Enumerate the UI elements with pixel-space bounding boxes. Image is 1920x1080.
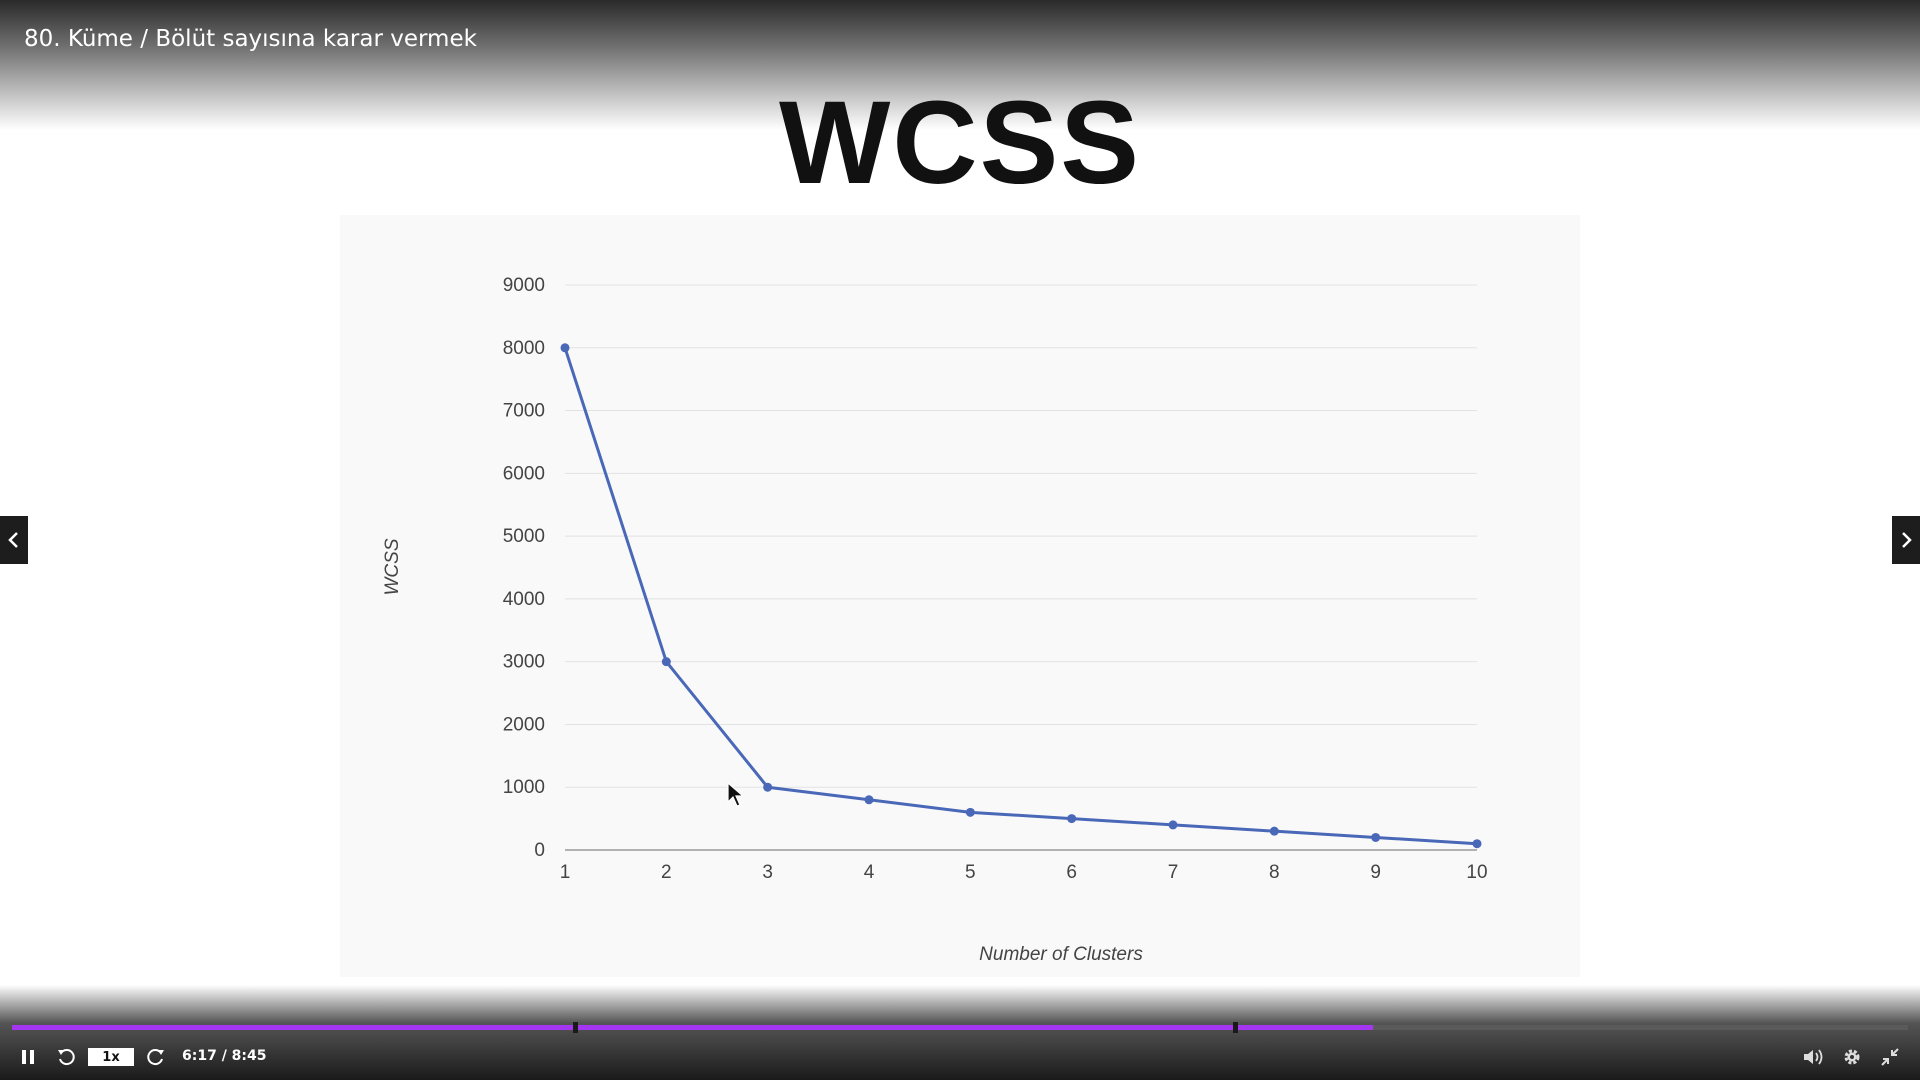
data-point bbox=[1371, 832, 1381, 842]
x-tick-label: 5 bbox=[965, 862, 976, 883]
data-point bbox=[1168, 820, 1178, 830]
time-display: 6:17 / 8:45 bbox=[182, 1048, 267, 1064]
chevron-right-icon bbox=[1902, 532, 1912, 548]
series-line bbox=[563, 347, 1478, 846]
rewind-icon bbox=[58, 1049, 75, 1066]
volume-icon bbox=[1804, 1049, 1823, 1065]
x-tick-label: 1 bbox=[560, 862, 571, 883]
forward-icon bbox=[147, 1049, 164, 1066]
chart-panel: 0 1000 2000 3000 4000 5000 6000 7000 8000 9000 1 2 3… bbox=[340, 215, 1580, 977]
y-tick-label: 2000 bbox=[503, 714, 545, 735]
volume-button[interactable] bbox=[1800, 1040, 1828, 1074]
previous-lecture-button[interactable] bbox=[0, 516, 28, 564]
y-tick-label: 4000 bbox=[503, 589, 545, 610]
y-tick-label: 1000 bbox=[503, 777, 545, 798]
progress-bar[interactable] bbox=[12, 1022, 1908, 1033]
x-tick-label: 7 bbox=[1168, 862, 1179, 883]
y-axis-label: WCSS bbox=[382, 538, 403, 595]
playback-speed-button[interactable]: 1x bbox=[88, 1048, 134, 1066]
x-tick-label: 10 bbox=[1466, 862, 1487, 883]
top-overlay bbox=[0, 0, 1920, 130]
y-tick-label: 3000 bbox=[503, 652, 545, 673]
y-tick-label: 5000 bbox=[503, 526, 545, 547]
slide-heading: WCSS bbox=[779, 77, 1141, 209]
exit-fullscreen-icon bbox=[1881, 1048, 1899, 1066]
x-tick-label: 2 bbox=[661, 862, 672, 883]
data-point bbox=[763, 782, 773, 792]
chapter-marker[interactable] bbox=[1232, 1022, 1238, 1033]
y-tick-label: 7000 bbox=[503, 401, 545, 422]
data-point bbox=[1067, 814, 1077, 824]
x-axis-label: Number of Clusters bbox=[979, 944, 1143, 965]
y-tick-label: 8000 bbox=[503, 338, 545, 359]
x-tick-label: 8 bbox=[1269, 862, 1280, 883]
pause-button[interactable] bbox=[14, 1040, 42, 1074]
y-tick-label: 9000 bbox=[503, 275, 545, 296]
data-point bbox=[560, 343, 570, 353]
settings-button[interactable] bbox=[1838, 1040, 1866, 1074]
next-lecture-button[interactable] bbox=[1892, 516, 1920, 564]
progress-fill bbox=[12, 1025, 1374, 1030]
y-tick-label: 0 bbox=[534, 840, 545, 861]
player-controls: 1x 6:17 / 8:45 bbox=[0, 1040, 1920, 1074]
rewind-button[interactable] bbox=[52, 1040, 80, 1074]
forward-button[interactable] bbox=[142, 1040, 170, 1074]
mouse-cursor-icon bbox=[727, 782, 745, 807]
data-point bbox=[661, 657, 671, 667]
data-point bbox=[1269, 826, 1279, 836]
video-title: 80. Küme / Bölüt sayısına karar vermek bbox=[24, 26, 477, 52]
exit-fullscreen-button[interactable] bbox=[1876, 1040, 1904, 1074]
x-tick-label: 9 bbox=[1370, 862, 1381, 883]
y-tick-label: 6000 bbox=[503, 463, 545, 484]
x-tick-label: 3 bbox=[762, 862, 773, 883]
data-point bbox=[1472, 839, 1482, 849]
data-point bbox=[965, 807, 975, 817]
data-point bbox=[864, 795, 874, 805]
pause-icon bbox=[22, 1050, 34, 1064]
controls-overlay bbox=[0, 985, 1920, 1080]
x-tick-label: 6 bbox=[1066, 862, 1077, 883]
wcss-chart: 0 1000 2000 3000 4000 5000 6000 7000 8000 9000 1 2 3… bbox=[382, 275, 1488, 965]
x-tick-label: 4 bbox=[864, 862, 875, 883]
chevron-left-icon bbox=[8, 532, 18, 548]
chapter-marker[interactable] bbox=[573, 1022, 579, 1033]
gear-icon bbox=[1844, 1049, 1860, 1065]
